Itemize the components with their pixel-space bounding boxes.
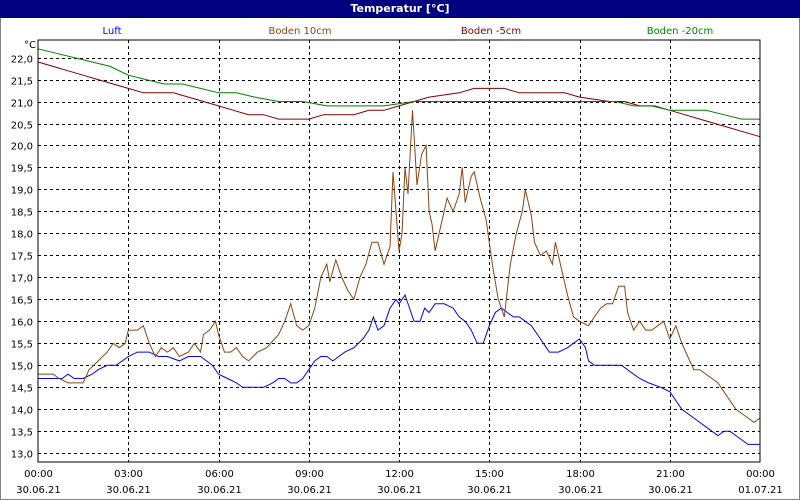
x-tick-time: 03:00 <box>114 469 143 480</box>
series-line-boden-20cm <box>37 48 760 120</box>
series-line-luft <box>38 293 760 445</box>
series-line-boden-5cm <box>37 61 761 138</box>
y-tick-label: 18,0 <box>11 230 33 241</box>
y-tick-label: 13,0 <box>11 450 33 461</box>
legend-entry: Boden -20cm <box>647 26 714 37</box>
legend: Luft Boden 10cm Boden -5cm Boden -20cm <box>103 26 714 37</box>
x-tick-date: 30.06.21 <box>287 485 332 496</box>
y-tick-label: 15,0 <box>11 362 33 373</box>
x-tick-date: 30.06.21 <box>197 485 242 496</box>
y-tick-label: 20,0 <box>11 142 33 153</box>
x-tick-date: 30.06.21 <box>467 485 512 496</box>
x-tick-time: 06:00 <box>205 469 234 480</box>
y-tick-label: 15,5 <box>11 340 33 351</box>
x-tick-time: 12:00 <box>385 469 414 480</box>
y-tick-label: 14,0 <box>11 406 33 417</box>
x-tick-date: 30.06.21 <box>16 485 61 496</box>
y-axis-unit: °C <box>24 40 36 51</box>
x-tick-date: 30.06.21 <box>106 485 151 496</box>
x-tick-time: 00:00 <box>746 469 775 480</box>
x-tick-time: 00:00 <box>24 469 53 480</box>
series-lines <box>37 48 761 445</box>
x-tick-date: 01.07.21 <box>738 485 783 496</box>
x-tick-date: 30.06.21 <box>648 485 693 496</box>
chart-title: Temperatur [°C] <box>0 0 800 18</box>
y-tick-label: 16,0 <box>11 318 33 329</box>
plot-border <box>37 39 761 463</box>
y-tick-label: 21,0 <box>11 99 33 110</box>
x-tick-time: 09:00 <box>295 469 324 480</box>
x-tick-date: 30.06.21 <box>377 485 422 496</box>
axis-ticks: 13,0 13,5 14,0 14,5 15,0 15,5 16,0 16,5 17,0 17,5… <box>11 55 783 497</box>
series-line-boden-10cm <box>38 110 761 445</box>
y-tick-label: 14,5 <box>11 384 33 395</box>
grid <box>38 40 760 462</box>
legend-entry: Luft <box>103 26 122 37</box>
y-tick-label: 19,0 <box>11 186 33 197</box>
legend-entry: Boden -5cm <box>461 26 521 37</box>
x-tick-time: 18:00 <box>566 469 595 480</box>
y-tick-label: 17,5 <box>11 252 33 263</box>
y-tick-label: 19,5 <box>11 164 33 175</box>
legend-entry: Boden 10cm <box>269 26 332 37</box>
x-tick-time: 15:00 <box>475 469 504 480</box>
y-tick-label: 17,0 <box>11 274 33 285</box>
y-tick-label: 18,5 <box>11 208 33 219</box>
x-tick-date: 30.06.21 <box>558 485 603 496</box>
y-tick-label: 20,5 <box>11 121 33 132</box>
x-tick-time: 21:00 <box>656 469 685 480</box>
y-tick-label: 22,0 <box>11 55 33 66</box>
y-tick-label: 21,5 <box>11 77 33 88</box>
y-tick-label: 16,5 <box>11 296 33 307</box>
y-tick-label: 13,5 <box>11 428 33 439</box>
